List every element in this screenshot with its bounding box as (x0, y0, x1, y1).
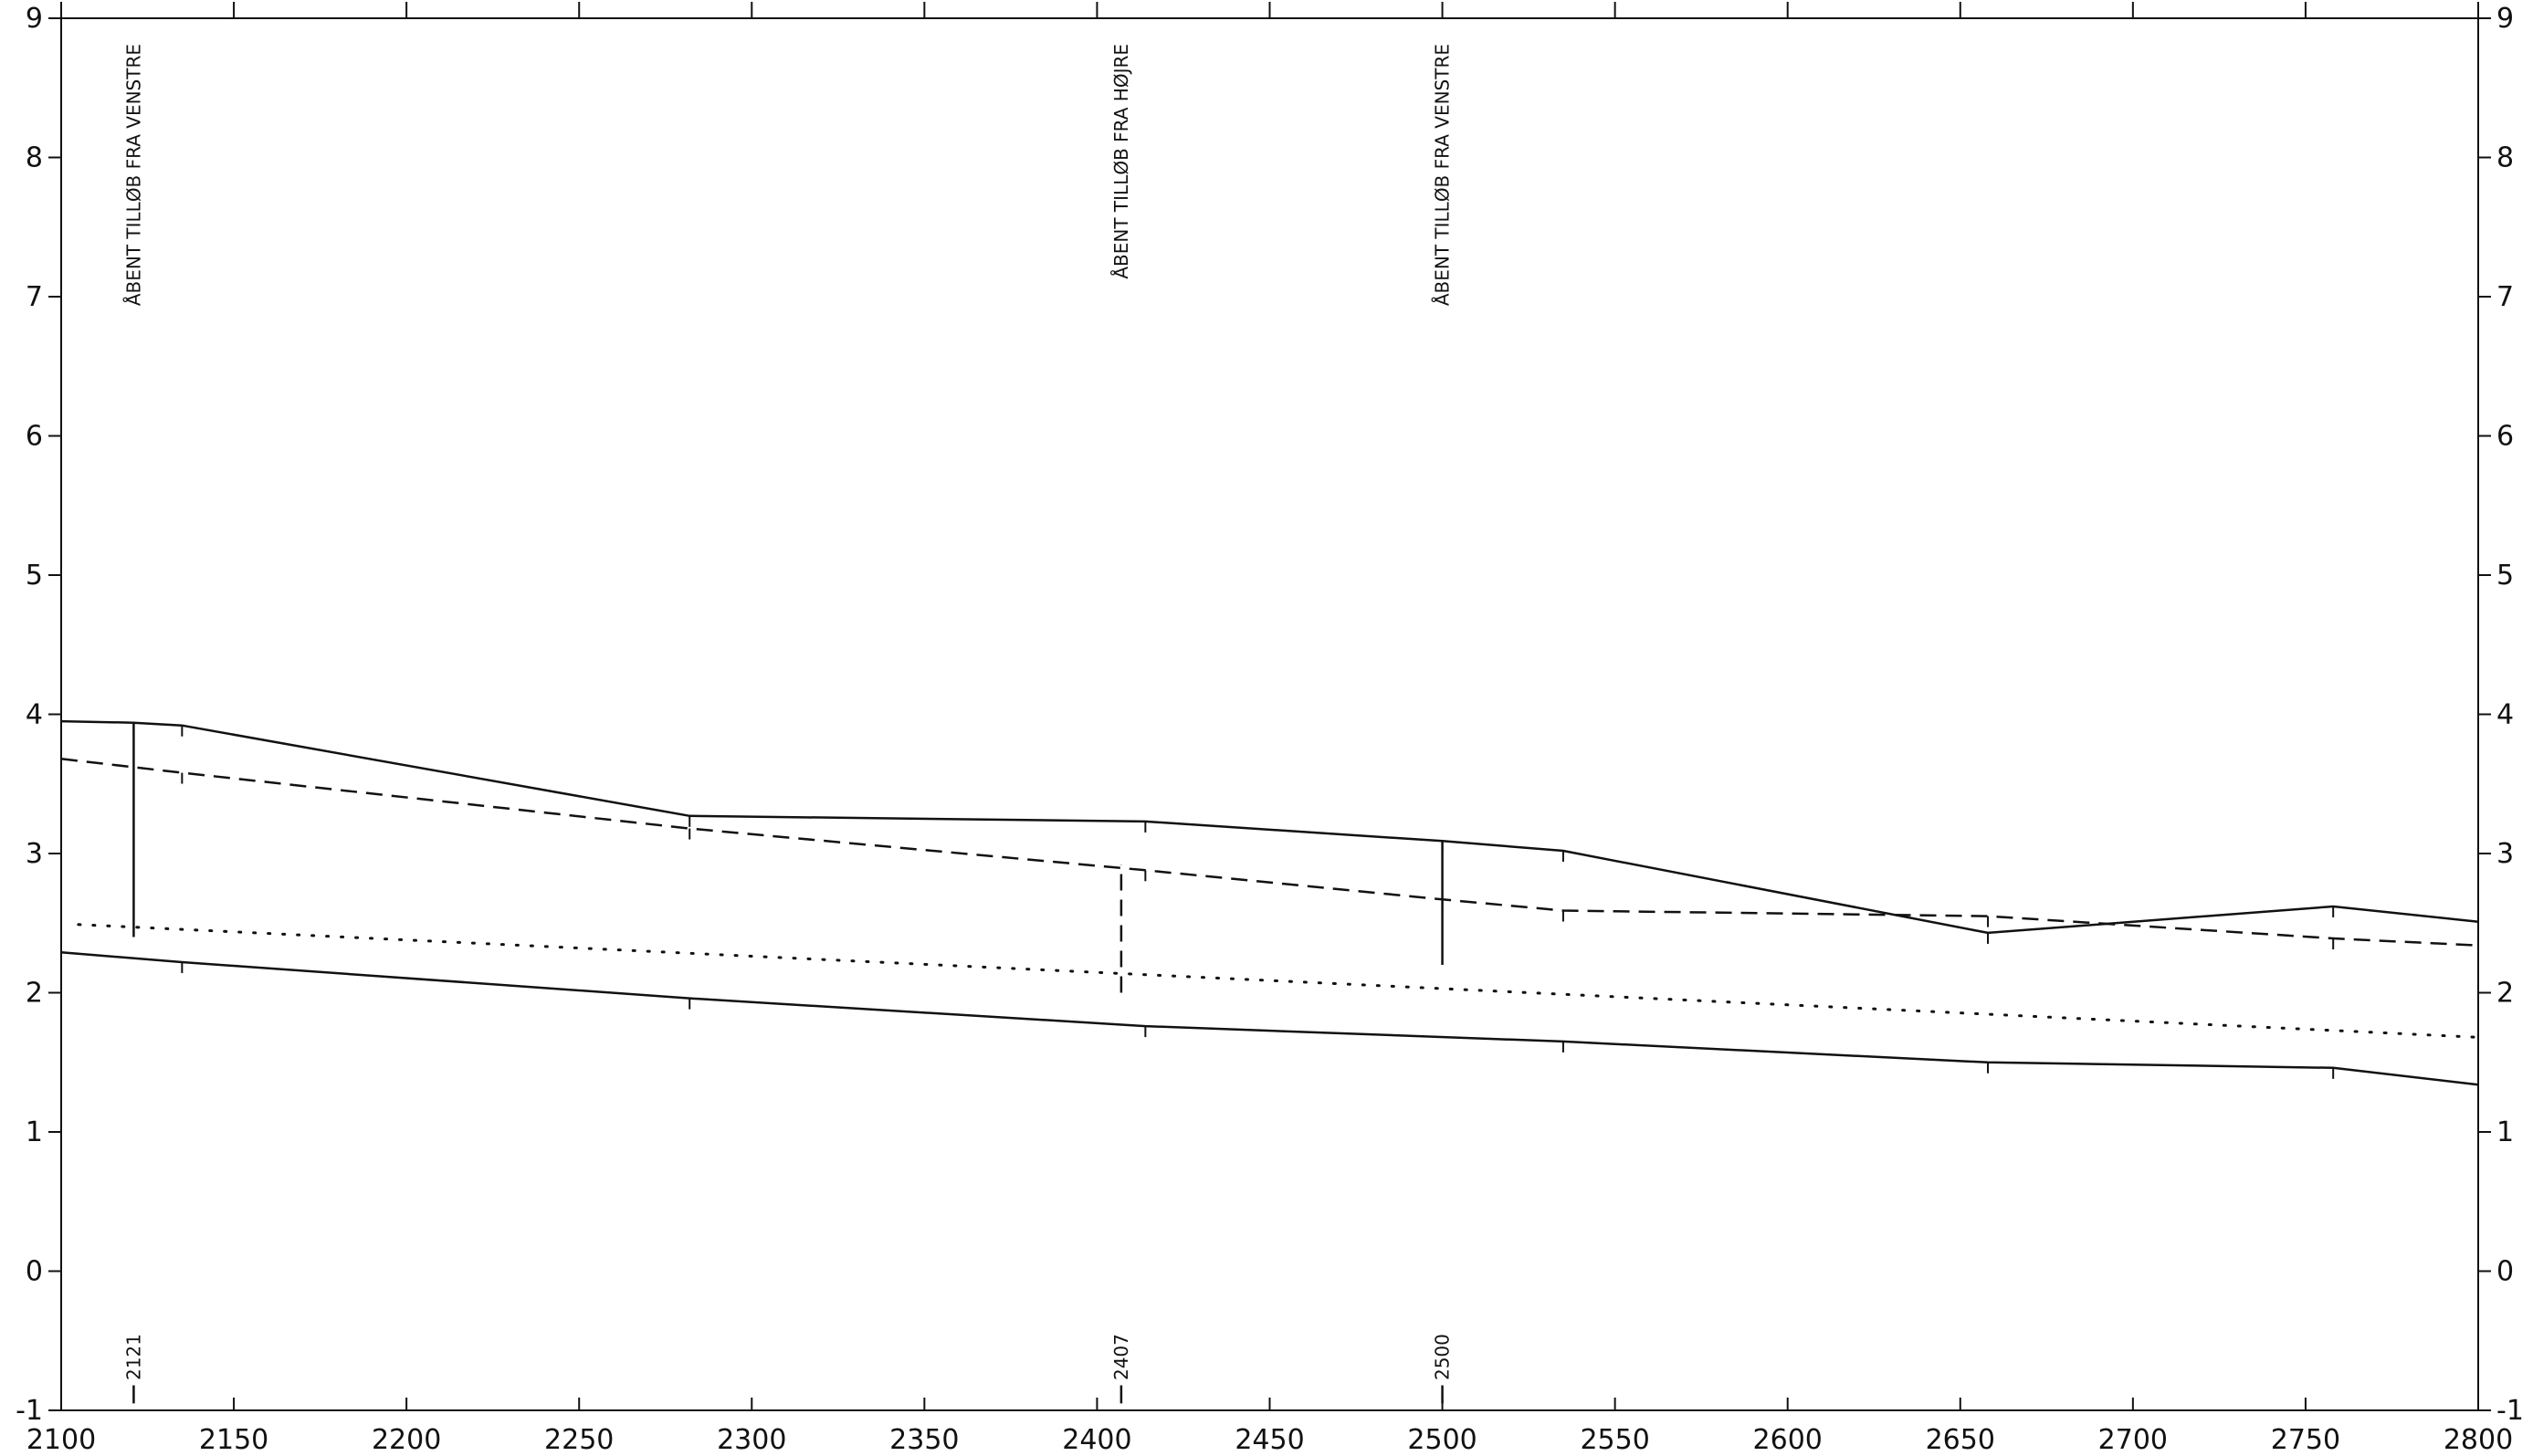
y-tick-label-left: 6 (26, 421, 43, 453)
x-tick-label: 2700 (2098, 1424, 2168, 1456)
series-line-2-dashed (60, 758, 2479, 947)
inflow-label: ÅBENT TILLØB FRA VENSTRE (122, 44, 144, 306)
x-tick-label: 2600 (1753, 1424, 1823, 1456)
series-group (60, 719, 2480, 1086)
y-tick-label-right: 7 (2496, 281, 2514, 313)
y-tick-label-left: 5 (26, 560, 43, 592)
x-tick-label: 2550 (1580, 1424, 1649, 1456)
x-tick-label: 2650 (1926, 1424, 1995, 1456)
x-tick-label: 2500 (1407, 1424, 1477, 1456)
series-line-1-solid (60, 719, 2479, 935)
x-tick-label: 2400 (1062, 1424, 1131, 1456)
series-line-4-solid (60, 951, 2479, 1086)
y-tick-label-left: 7 (26, 281, 43, 313)
x-tick-label: 2200 (372, 1424, 441, 1456)
x-tick-label: 2800 (2444, 1424, 2513, 1456)
y-tick-label-right: 4 (2496, 699, 2514, 731)
y-tick-label-right: 6 (2496, 421, 2514, 453)
y-tick-label-right: 8 (2496, 142, 2514, 174)
series-line-3-dotted (77, 923, 2480, 1039)
y-tick-label-right: 5 (2496, 560, 2514, 592)
y-tick-label-left: 3 (26, 838, 43, 870)
y-tick-label-left: 8 (26, 142, 43, 174)
y-tick-label-right: 9 (2496, 3, 2514, 35)
y-tick-label-left: 0 (26, 1256, 43, 1288)
station-label: 2500 (1432, 1334, 1454, 1380)
station-label: 2407 (1110, 1334, 1132, 1380)
y-tick-label-left: 2 (26, 978, 43, 1010)
x-tick-label: 2750 (2271, 1424, 2340, 1456)
x-tick-label: 2150 (199, 1424, 268, 1456)
x-tick-label: 2300 (717, 1424, 786, 1456)
inflow-label: ÅBENT TILLØB FRA VENSTRE (1432, 44, 1454, 306)
y-tick-label-left: 4 (26, 699, 43, 731)
y-tick-label-right: 2 (2496, 978, 2514, 1010)
y-tick-label-right: 3 (2496, 838, 2514, 870)
y-tick-label-right: 0 (2496, 1256, 2514, 1288)
axes: 2100 2150 2200 2250 2300 2350 2400 2450 2500 2550… (16, 2, 2524, 1456)
y-tick-label-left: 9 (26, 3, 43, 35)
x-tick-label: 2100 (26, 1424, 96, 1456)
y-tick-label-right: 1 (2496, 1116, 2514, 1148)
x-tick-label: 2250 (544, 1424, 614, 1456)
x-tick-label: 2450 (1235, 1424, 1304, 1456)
y-tick-label-right: -1 (2496, 1395, 2524, 1427)
inflow-label: ÅBENT TILLØB FRA HØJRE (1110, 44, 1132, 279)
plot-frame (60, 17, 2479, 1411)
y-tick-label-left: -1 (16, 1395, 43, 1427)
annotations: ÅBENT TILLØB FRA VENSTRE 2121 ÅBENT TILLØB… (122, 44, 1454, 1404)
station-label: 2121 (122, 1334, 144, 1380)
x-tick-label: 2350 (889, 1424, 959, 1456)
y-tick-label-left: 1 (26, 1116, 43, 1148)
